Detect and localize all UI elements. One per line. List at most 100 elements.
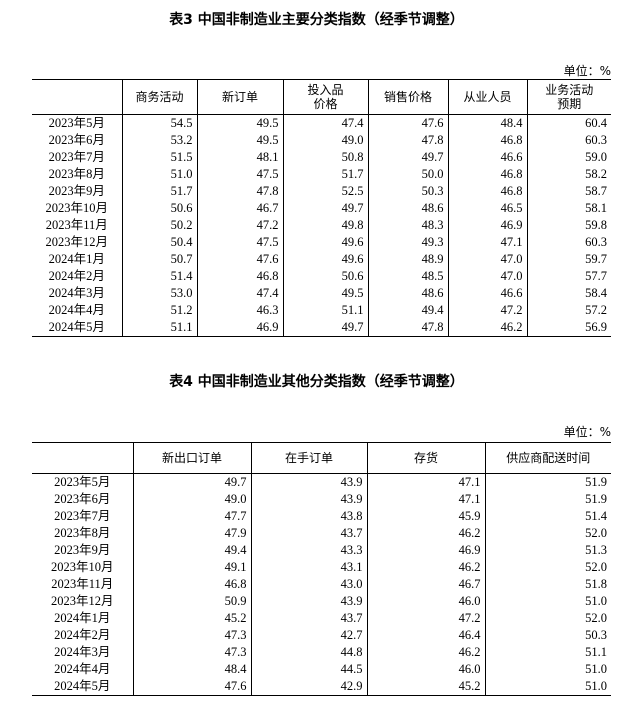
cell-value: 46.6	[447, 285, 527, 302]
cell-value: 52.0	[484, 610, 611, 627]
column-header: 业务活动 预期	[526, 79, 611, 115]
cell-value: 47.4	[196, 285, 283, 302]
cell-value: 50.4	[121, 234, 197, 251]
row-month: 2023年5月	[54, 475, 111, 489]
cell-value: 48.1	[196, 149, 283, 166]
cell-value: 50.2	[121, 217, 197, 234]
cell-value: 51.1	[282, 302, 368, 319]
cell-value: 47.6	[132, 678, 251, 696]
cell-value: 43.8	[250, 508, 367, 525]
cell-value: 50.8	[282, 149, 368, 166]
cell-value: 50.3	[367, 183, 448, 200]
cell-value: 46.0	[366, 593, 485, 610]
cell-value: 50.6	[121, 200, 197, 217]
row-month: 2024年5月	[48, 320, 105, 334]
cell-value: 53.0	[121, 285, 197, 302]
table-row: 2023年6月 53.2 49.5 49.0 47.8 46.8 60.3	[32, 132, 611, 149]
row-month: 2024年3月	[54, 645, 111, 659]
cell-value: 49.1	[132, 559, 251, 576]
cell-value: 47.4	[282, 114, 368, 132]
cell-value: 49.7	[282, 200, 368, 217]
row-month: 2024年1月	[48, 252, 105, 266]
table-row: 2024年2月 51.4 46.8 50.6 48.5 47.0 57.7	[32, 268, 611, 285]
cell-value: 51.2	[121, 302, 197, 319]
cell-value: 46.8	[196, 268, 283, 285]
cell-value: 49.7	[282, 319, 368, 337]
cell-value: 51.9	[484, 473, 611, 491]
row-month: 2023年8月	[48, 167, 105, 181]
table-row: 2023年7月 51.5 48.1 50.8 49.7 46.6 59.0	[32, 149, 611, 166]
cell-value: 46.0	[366, 661, 485, 678]
row-month: 2023年7月	[48, 150, 105, 164]
row-month: 2023年11月	[51, 577, 114, 591]
column-header: 销售价格	[367, 79, 448, 115]
row-month: 2023年7月	[54, 509, 111, 523]
cell-value: 43.0	[250, 576, 367, 593]
table3: 商务活动 新订单 投入品 价格 销售价格 从业人员 业务活动 预期 2023年5月 54.5…	[32, 79, 611, 337]
cell-value: 51.0	[484, 678, 611, 696]
cell-value: 50.7	[121, 251, 197, 268]
cell-value: 47.5	[196, 234, 283, 251]
column-header: 供应商配送时间	[484, 442, 611, 474]
row-month: 2024年3月	[48, 286, 105, 300]
cell-value: 43.9	[250, 491, 367, 508]
row-month: 2023年9月	[54, 543, 111, 557]
table-row: 2023年7月 47.7 43.8 45.9 51.4	[32, 508, 611, 525]
cell-value: 48.6	[367, 200, 448, 217]
cell-value: 46.9	[366, 542, 485, 559]
cell-value: 47.6	[367, 114, 448, 132]
header-blank	[32, 443, 133, 474]
row-month: 2024年5月	[54, 679, 111, 693]
row-month: 2023年9月	[48, 184, 105, 198]
cell-value: 47.0	[447, 251, 527, 268]
table3-unit: 单位：%	[563, 64, 611, 78]
cell-value: 54.5	[121, 114, 197, 132]
cell-value: 51.0	[484, 593, 611, 610]
cell-value: 49.3	[367, 234, 448, 251]
cell-value: 49.5	[196, 132, 283, 149]
cell-value: 49.8	[282, 217, 368, 234]
table-row: 2024年1月 45.2 43.7 47.2 52.0	[32, 610, 611, 627]
cell-value: 47.2	[196, 217, 283, 234]
cell-value: 46.7	[366, 576, 485, 593]
cell-value: 46.8	[447, 183, 527, 200]
cell-value: 60.3	[526, 132, 611, 149]
cell-value: 46.7	[196, 200, 283, 217]
cell-value: 51.9	[484, 491, 611, 508]
table-row: 2023年6月 49.0 43.9 47.1 51.9	[32, 491, 611, 508]
cell-value: 59.8	[526, 217, 611, 234]
table3-body: 2023年5月 54.5 49.5 47.4 47.6 48.4 60.4 2023年6月 53…	[32, 114, 611, 337]
cell-value: 51.7	[121, 183, 197, 200]
cell-value: 51.3	[484, 542, 611, 559]
cell-value: 46.8	[132, 576, 251, 593]
table-row: 2023年11月 46.8 43.0 46.7 51.8	[32, 576, 611, 593]
table-row: 2024年2月 47.3 42.7 46.4 50.3	[32, 627, 611, 644]
cell-value: 51.8	[484, 576, 611, 593]
cell-value: 49.7	[367, 149, 448, 166]
cell-value: 44.5	[250, 661, 367, 678]
cell-value: 57.2	[526, 302, 611, 319]
cell-value: 49.5	[196, 114, 283, 132]
table-row: 2024年1月 50.7 47.6 49.6 48.9 47.0 59.7	[32, 251, 611, 268]
row-month: 2023年6月	[48, 133, 105, 147]
cell-value: 47.2	[447, 302, 527, 319]
cell-value: 46.5	[447, 200, 527, 217]
table-row: 2023年10月 50.6 46.7 49.7 48.6 46.5 58.1	[32, 200, 611, 217]
cell-value: 45.9	[366, 508, 485, 525]
table-row: 2023年11月 50.2 47.2 49.8 48.3 46.9 59.8	[32, 217, 611, 234]
cell-value: 51.4	[484, 508, 611, 525]
table-row: 2023年8月 51.0 47.5 51.7 50.0 46.8 58.2	[32, 166, 611, 183]
cell-value: 51.0	[484, 661, 611, 678]
cell-value: 52.0	[484, 525, 611, 542]
cell-value: 45.2	[366, 678, 485, 696]
cell-value: 46.8	[447, 166, 527, 183]
table-row: 2023年5月 49.7 43.9 47.1 51.9	[32, 473, 611, 491]
row-month: 2023年8月	[54, 526, 111, 540]
row-month: 2023年5月	[48, 116, 105, 130]
row-month: 2024年2月	[54, 628, 111, 642]
cell-value: 47.8	[367, 132, 448, 149]
cell-value: 46.3	[196, 302, 283, 319]
cell-value: 43.9	[250, 473, 367, 491]
column-header: 商务活动	[121, 79, 197, 115]
cell-value: 46.2	[366, 644, 485, 661]
